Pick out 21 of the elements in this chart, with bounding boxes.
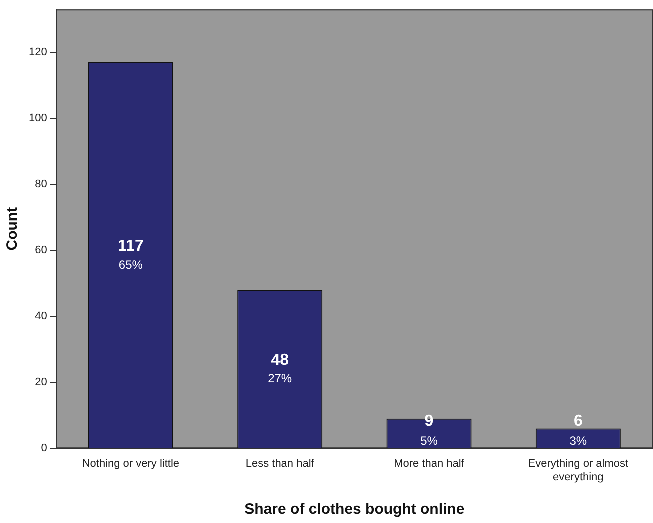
y-tick-label: 60 bbox=[35, 244, 48, 257]
data-label: 117 bbox=[118, 238, 144, 255]
data-label: 48 bbox=[271, 352, 290, 369]
y-tick-label: 0 bbox=[41, 442, 48, 455]
x-tick-label: Everything or almost everything bbox=[528, 458, 629, 484]
y-axis-title: Count bbox=[4, 207, 22, 251]
data-label: 9 bbox=[424, 413, 434, 430]
y-tick-label: 20 bbox=[35, 376, 48, 389]
y-tick-label: 120 bbox=[28, 46, 48, 59]
annotation: 3% bbox=[570, 434, 588, 448]
data-label: 6 bbox=[574, 413, 583, 430]
x-tick-label: Less than half bbox=[246, 458, 316, 470]
x-tick-label: More than half bbox=[394, 458, 466, 470]
x-tick-label: Nothing or very little bbox=[82, 458, 180, 470]
annotation: 65% bbox=[118, 258, 144, 272]
x-axis-title: Share of clothes bought online bbox=[244, 501, 465, 518]
annotation: 5% bbox=[420, 434, 438, 448]
y-tick-label: 80 bbox=[35, 178, 48, 191]
annotation: 27% bbox=[268, 372, 292, 386]
y-tick-label: 40 bbox=[35, 310, 48, 323]
y-tick-label: 100 bbox=[28, 112, 48, 125]
